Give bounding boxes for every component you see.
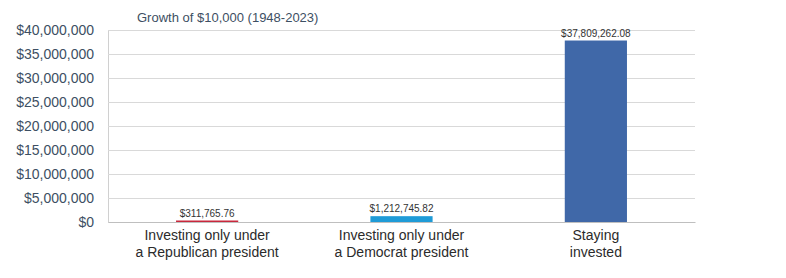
x-axis: Investing only undera Republican preside… <box>109 222 696 260</box>
x-tick-label: Stayinginvested <box>570 227 622 261</box>
y-tick-label: $5,000,000 <box>24 190 94 206</box>
x-axis-line <box>109 222 696 223</box>
x-tick: Investing only undera Republican preside… <box>136 222 279 260</box>
x-tick-label-line: a Democrat president <box>335 244 469 260</box>
y-axis: $0 $5,000,000 $10,000,000 $15,000,000 $20,00… <box>16 22 695 230</box>
x-tick-label-line: Investing only under <box>144 227 270 243</box>
data-labels: $311,765.76 $1,212,745.82 $37,809,262.08 <box>180 28 631 219</box>
y-tick-label: $40,000,000 <box>16 22 94 38</box>
bar <box>370 216 432 222</box>
bars <box>176 41 627 222</box>
x-tick-label-line: Investing only under <box>339 227 465 243</box>
grid-line <box>108 222 695 223</box>
y-tick-label: $15,000,000 <box>16 142 94 158</box>
x-tick: Investing only undera Democrat president <box>335 222 469 260</box>
x-tick-label-line: Staying <box>573 227 620 243</box>
y-tick-label: $30,000,000 <box>16 70 94 86</box>
x-tick-label: Investing only undera Democrat president <box>335 227 469 261</box>
bar <box>565 41 627 222</box>
chart: $0 $5,000,000 $10,000,000 $15,000,000 $20,00… <box>0 0 786 278</box>
bar <box>176 221 238 222</box>
data-label: $37,809,262.08 <box>561 28 631 39</box>
data-label: $1,212,745.82 <box>370 203 434 214</box>
y-tick-label: $10,000,000 <box>16 166 94 182</box>
data-label: $311,765.76 <box>180 208 235 219</box>
x-tick-label-line: a Republican president <box>136 244 279 260</box>
title: Growth of $10,000 (1948-2023) <box>137 10 318 25</box>
y-tick: $40,000,000 <box>16 22 695 38</box>
x-tick-label: Investing only undera Republican preside… <box>136 227 279 261</box>
x-tick: Stayinginvested <box>570 222 622 260</box>
y-tick-label: $25,000,000 <box>16 94 94 110</box>
y-tick-label: $20,000,000 <box>16 118 94 134</box>
y-tick-label: $35,000,000 <box>16 46 94 62</box>
plot: $0 $5,000,000 $10,000,000 $15,000,000 $20,00… <box>16 22 695 260</box>
x-tick-label-line: invested <box>570 244 622 260</box>
y-tick-label: $0 <box>78 214 94 230</box>
